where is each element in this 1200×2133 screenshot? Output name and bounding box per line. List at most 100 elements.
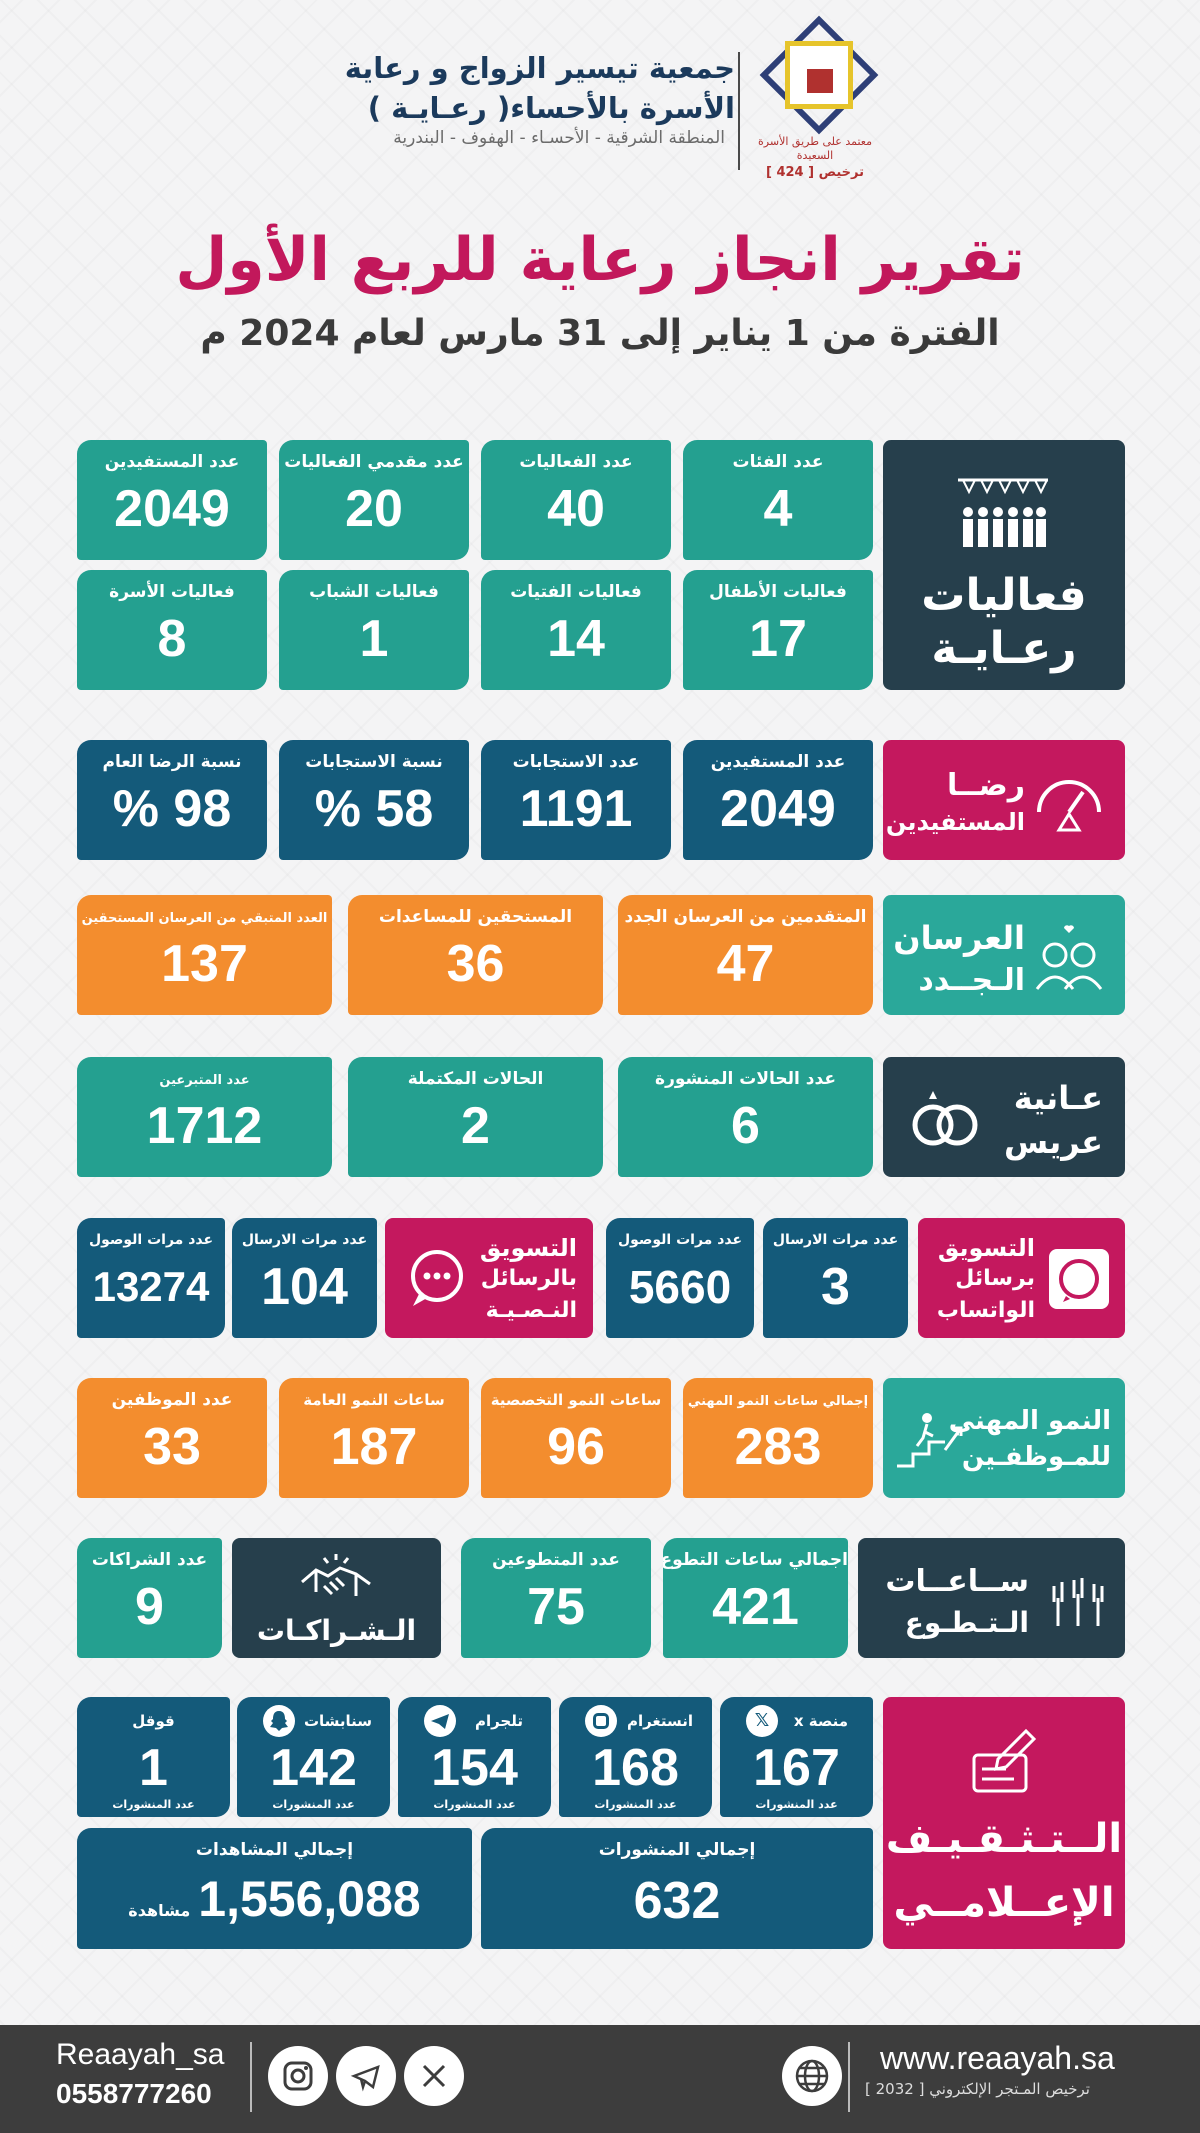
whatsapp-heading-card: التسويق برسائل الواتساب	[918, 1218, 1125, 1338]
card-value: 154	[431, 1739, 518, 1797]
satisfaction-card-responses: عدد الاستجابات 1191	[481, 740, 671, 860]
instagram-icon[interactable]	[268, 2046, 328, 2106]
telegram-icon[interactable]	[336, 2046, 396, 2106]
events-card-events: عدد الفعاليات 40	[481, 440, 671, 560]
card-value: 1,556,088	[198, 1871, 421, 1927]
sms-card-reach: عدد مرات الوصول 13274	[77, 1218, 225, 1338]
card-unit: مشاهدة	[128, 1901, 191, 1920]
events-card-girls: فعاليات الفتيات 14	[481, 570, 671, 690]
partnerships-card-count: عدد الشراكات 9	[77, 1538, 222, 1658]
card-value: 632	[633, 1872, 721, 1930]
card-label: عدد مرات الوصول	[617, 1232, 743, 1248]
card-label: عدد المستفيدين	[710, 752, 846, 772]
grooms-card-eligible: المستحقين للمساعدات 36	[348, 895, 603, 1015]
volunteer-card-hours: اجمالي ساعات التطوع 421	[663, 1538, 848, 1658]
footer-phone[interactable]: 0558777260	[56, 2078, 212, 2109]
growth-heading-1: النمو المهني	[948, 1406, 1111, 1436]
card-value: 104	[261, 1258, 348, 1316]
card-label: عدد المتبرعين	[159, 1073, 250, 1088]
card-label: ساعات النمو التخصصية	[490, 1391, 662, 1409]
volunteer-card-volunteers: عدد المتطوعين 75	[461, 1538, 651, 1658]
signing-document-icon	[972, 1728, 1037, 1793]
card-label: سنابشات	[303, 1712, 373, 1730]
growth-card-general: ساعات النمو العامة 187	[279, 1378, 469, 1498]
card-label: عدد مرات الارسال	[772, 1232, 899, 1248]
globe-icon[interactable]	[782, 2046, 842, 2106]
footer-divider-2	[250, 2042, 252, 2112]
media-heading-1: الــتـثـقـيـف	[885, 1816, 1123, 1862]
card-unit: عدد المنشورات	[112, 1798, 195, 1811]
footer-divider	[848, 2042, 850, 2112]
card-value: 421	[712, 1578, 799, 1636]
sms-heading-card: التسويق بالرسائل النـصـيـة	[385, 1218, 593, 1338]
couple-icon	[1035, 925, 1103, 990]
card-label: العدد المتبقي من العرسان المستحقين	[81, 911, 328, 926]
partnerships-heading-card: الـشـراكـات	[232, 1538, 441, 1658]
sms-card-sent: عدد مرات الارسال 104	[232, 1218, 377, 1338]
grooms-card-applicants: المتقدمين من العرسان الجدد 47	[618, 895, 873, 1015]
card-label: عدد مقدمي الفعاليات	[284, 452, 464, 472]
card-label: قوقل	[132, 1712, 175, 1730]
card-value: 33	[143, 1418, 201, 1476]
card-label: ساعات النمو العامة	[303, 1391, 445, 1409]
card-value: 283	[734, 1418, 822, 1476]
events-card-children: فعاليات الأطفال 17	[683, 570, 873, 690]
card-label: منصة x	[793, 1712, 849, 1730]
card-label: عدد المتطوعين	[492, 1550, 620, 1570]
whatsapp-heading-2: برسائل	[955, 1266, 1035, 1291]
whatsapp-card-reach: عدد مرات الوصول 5660	[606, 1218, 754, 1338]
growth-heading-2: للمـوظفـين	[961, 1442, 1111, 1472]
growth-card-specialized: ساعات النمو التخصصية 96	[481, 1378, 671, 1498]
media-card-instagram: انستغرام 168 عدد المنشورات	[559, 1697, 712, 1817]
x-icon[interactable]	[404, 2046, 464, 2106]
card-value: 168	[592, 1739, 679, 1797]
growth-heading-card: النمو المهني للمـوظفـين	[883, 1378, 1125, 1498]
satisfaction-card-overall: نسبة الرضا العام 98 %	[77, 740, 267, 860]
grooms-card-remaining: العدد المتبقي من العرسان المستحقين 137	[77, 895, 332, 1015]
card-value: 137	[161, 935, 248, 993]
footer-website-link[interactable]: www.reaayah.sa	[880, 2040, 1115, 2076]
whatsapp-heading-1: التسويق	[937, 1234, 1035, 1262]
card-value: 1	[139, 1739, 168, 1797]
x-icon: 𝕏	[746, 1705, 778, 1737]
total-views-row: 1,556,088 مشاهدة	[77, 1870, 472, 1928]
org-name: جمعية تيسير الزواج و رعاية الأسرة بالأحس…	[315, 48, 735, 128]
logo-square-icon	[785, 41, 853, 109]
card-value: 58 %	[314, 780, 434, 838]
sms-heading-1: التسويق	[479, 1234, 577, 1262]
growth-card-total: إجمالي ساعات النمو المهني 283	[683, 1378, 873, 1498]
card-label: عدد الاستجابات	[512, 752, 640, 772]
card-value: 13274	[92, 1263, 210, 1310]
card-value: 47	[716, 935, 775, 993]
gauge-icon	[1037, 780, 1101, 832]
org-name-line2: الأسرة بالأحساء( رعـايـة )	[367, 91, 735, 125]
card-label: اجمالي ساعات التطوع	[663, 1550, 848, 1570]
card-label: عدد المستفيدين	[104, 452, 240, 472]
card-unit: عدد المنشورات	[755, 1798, 838, 1811]
events-heading-card: فعاليات رعـايـة	[883, 440, 1125, 690]
footer-social-handle[interactable]: Reaayah_sa	[56, 2038, 225, 2071]
logo-tagline: معتمد على طريق الأسرة السعيدة	[758, 135, 872, 162]
groom-aid-card-completed: الحالات المكتملة 2	[348, 1057, 603, 1177]
growth-card-employees: عدد الموظفين 33	[77, 1378, 267, 1498]
events-card-family: فعاليات الأسرة 8	[77, 570, 267, 690]
satisfaction-heading-card: رضــا المستفيدين	[883, 740, 1125, 860]
logo-house-icon	[807, 69, 833, 93]
media-card-total-posts: إجمالي المنشورات 632	[481, 1828, 873, 1949]
card-label: فعاليات الأطفال	[709, 582, 847, 602]
media-card-google: قوقل 1 عدد المنشورات	[77, 1697, 230, 1817]
footer-bar	[0, 2025, 1200, 2133]
card-label: عدد الحالات المنشورة	[655, 1069, 836, 1089]
org-logo: معتمد على طريق الأسرة السعيدة ترخيص [ 42…	[755, 15, 879, 185]
org-region: المنطقة الشرقية - الأحسـاء - الهفوف - ال…	[393, 128, 725, 148]
page-subtitle: الفترة من 1 يناير إلى 31 مارس لعام 2024 …	[200, 313, 1000, 354]
card-label: عدد الشراكات	[91, 1550, 208, 1570]
stairs-climb-icon	[897, 1413, 963, 1468]
logo-license: ترخيص [ 424 ]	[766, 165, 864, 180]
card-label: المستحقين للمساعدات	[378, 907, 573, 927]
card-label: فعاليات الأسرة	[109, 582, 235, 602]
whatsapp-icon	[1049, 1249, 1109, 1309]
card-label: عدد مرات الارسال	[241, 1232, 368, 1248]
card-unit: عدد المنشورات	[433, 1798, 516, 1811]
card-value: 2	[461, 1097, 490, 1155]
